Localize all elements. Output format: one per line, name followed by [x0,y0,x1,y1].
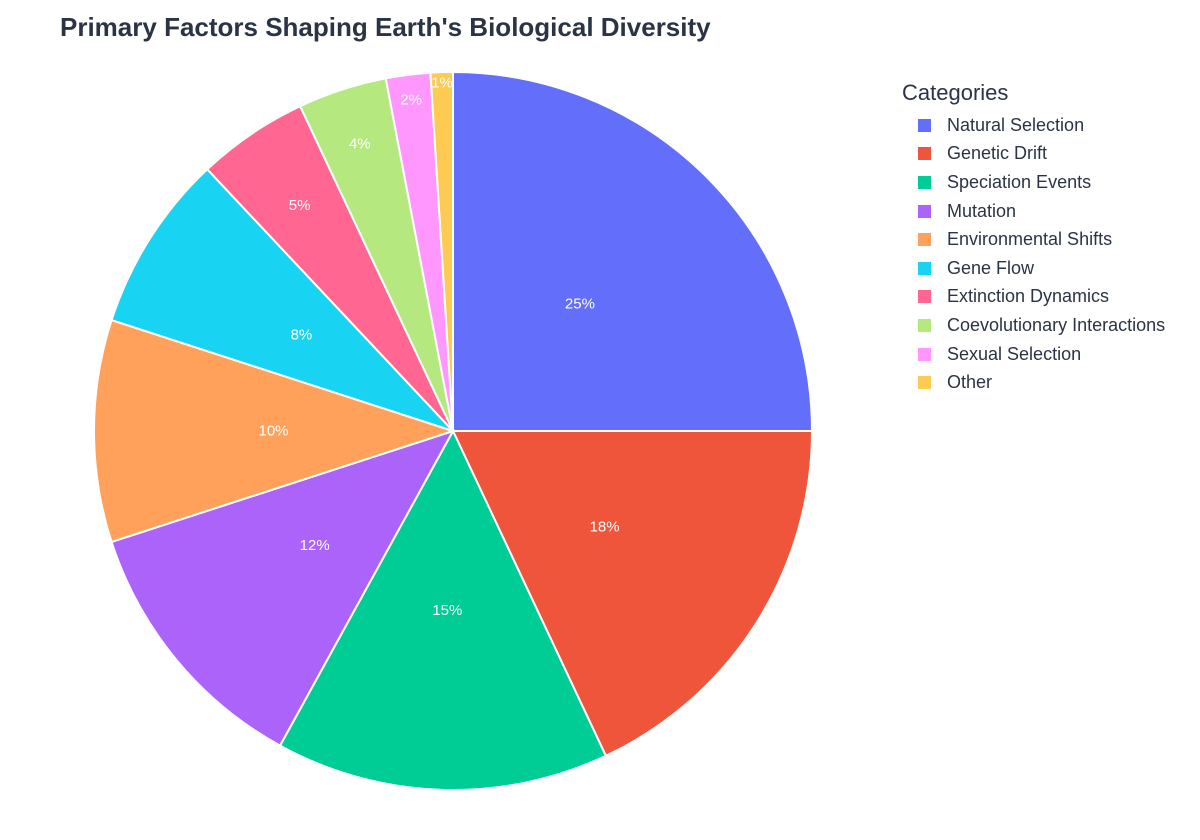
chart-title: Primary Factors Shaping Earth's Biologic… [60,12,711,42]
legend-swatch [918,175,931,189]
legend-label: Mutation [947,200,1017,221]
legend-label: Speciation Events [947,171,1092,192]
legend-swatch [918,347,931,361]
legend-item-coevolutionary-interactions[interactable]: Coevolutionary Interactions [902,311,1197,340]
legend-item-other[interactable]: Other [902,368,1197,397]
legend-label: Sexual Selection [947,343,1082,364]
legend-swatch [918,376,931,390]
legend-item-genetic-drift[interactable]: Genetic Drift [902,140,1197,169]
pie-slice-genetic-drift [451,430,814,758]
slice-label-other: 1% [431,74,453,91]
pie-slice-mutation [110,429,456,747]
slice-label-sexual-selection: 2% [400,91,422,108]
slice-label-speciation-events: 15% [432,602,462,619]
legend-title: Categories [902,80,1009,105]
pie-slices [93,70,814,791]
legend-label: Natural Selection [947,114,1085,135]
slice-label-genetic-drift: 18% [590,519,620,536]
legend-swatch [918,233,931,247]
slice-label-natural-selection: 25% [565,296,595,313]
pie-slice-speciation-events [278,428,608,791]
legend-item-environmental-shifts[interactable]: Environmental Shifts [902,225,1197,254]
legend-label: Coevolutionary Interactions [947,314,1166,335]
legend-label: Other [947,372,993,393]
slice-label-gene-flow: 8% [291,326,313,343]
legend-item-sexual-selection[interactable]: Sexual Selection [902,340,1197,369]
legend-label: Extinction Dynamics [947,286,1110,307]
legend-item-speciation-events[interactable]: Speciation Events [902,168,1197,197]
legend-swatch [918,261,931,275]
pie-slice-other [429,70,454,432]
legend-items: Natural Selection Genetic Drift Speciation… [902,111,1197,397]
legend-swatch [918,204,931,218]
legend-item-extinction-dynamics[interactable]: Extinction Dynamics [902,283,1197,312]
pie-slice-natural-selection [452,70,814,432]
legend-swatch [918,318,931,332]
legend-label: Gene Flow [947,257,1035,278]
legend-swatch [918,290,931,304]
slice-label-extinction-dynamics: 5% [289,197,311,214]
pie-slice-environmental-shifts [93,318,457,544]
pie-slice-gene-flow [110,167,454,432]
slice-label-mutation: 12% [300,537,330,554]
legend: Categories Natural Selection Genetic Drif… [902,80,1197,397]
legend-label: Genetic Drift [947,143,1048,164]
slice-label-coevolutionary-interactions: 4% [349,136,371,153]
legend-item-mutation[interactable]: Mutation [902,197,1197,226]
legend-label: Environmental Shifts [947,229,1113,250]
slice-label-environmental-shifts: 10% [258,423,288,440]
pie-labels: 25% 18% 15% 12% 10% 8% 5% 4% 2% 1% [258,74,619,618]
legend-swatch [918,147,931,161]
legend-item-natural-selection[interactable]: Natural Selection [902,111,1197,140]
legend-swatch [918,118,931,132]
legend-item-gene-flow[interactable]: Gene Flow [902,254,1197,283]
